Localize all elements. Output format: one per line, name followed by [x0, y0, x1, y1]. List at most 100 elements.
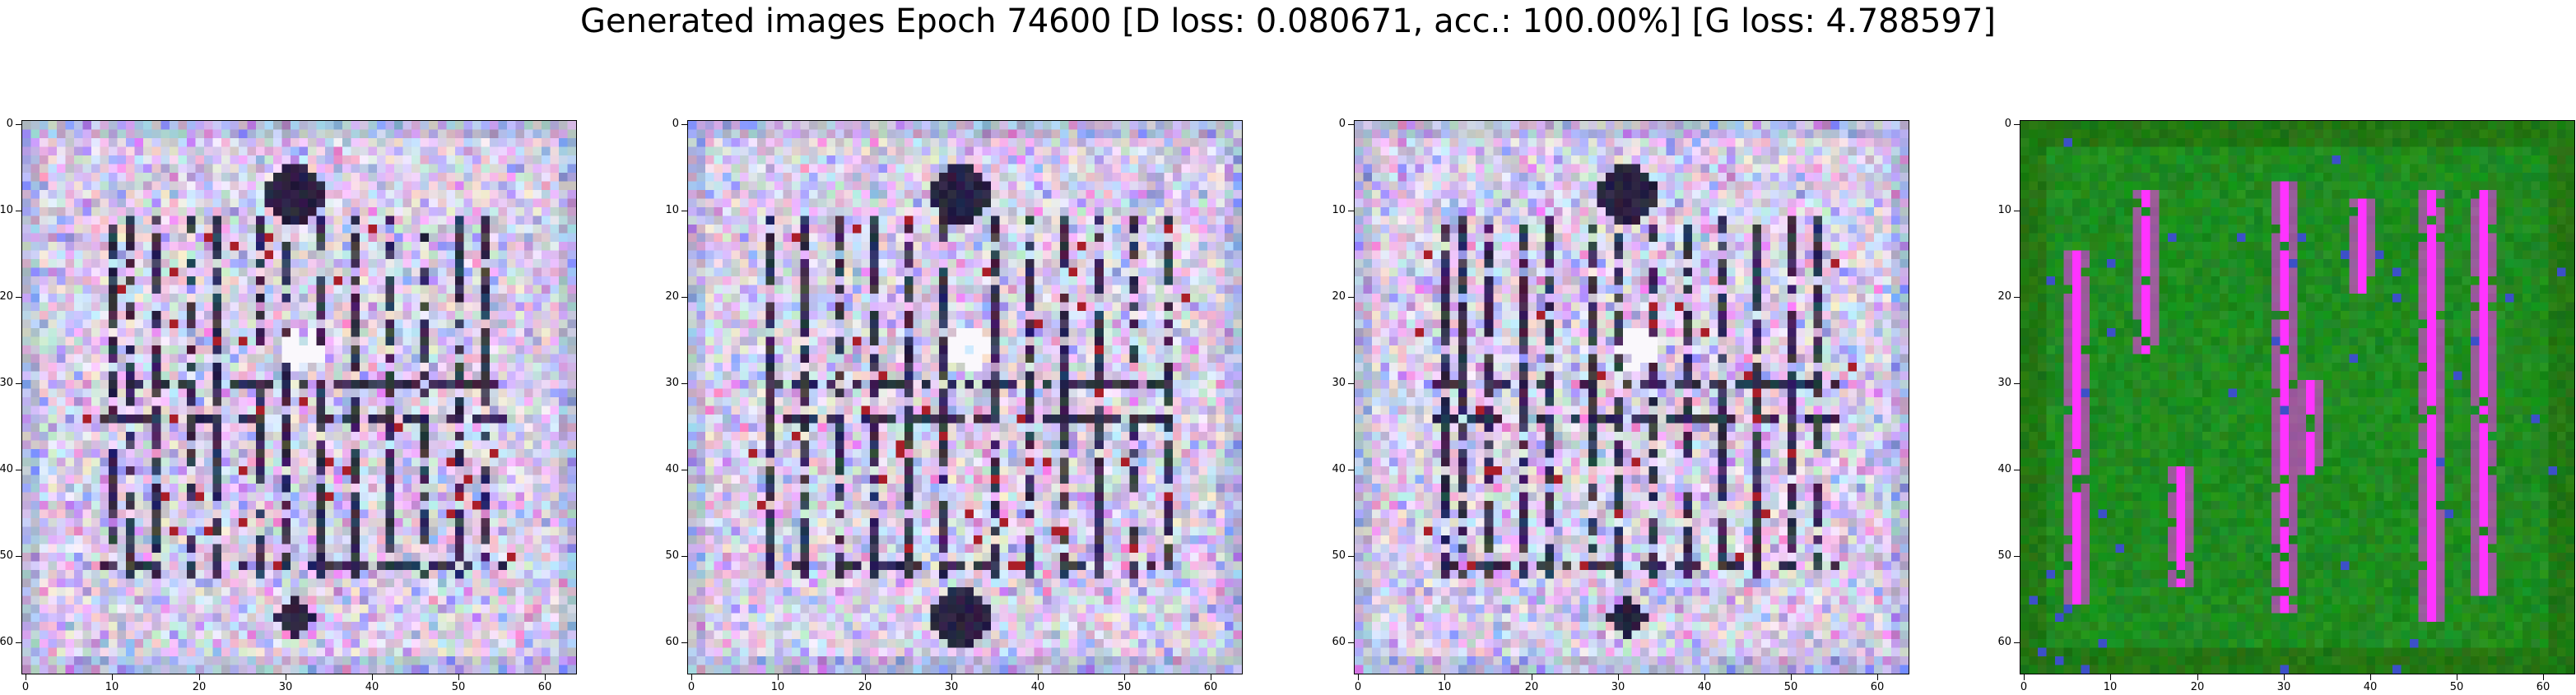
y-tick — [16, 556, 21, 557]
sample-panel-2: 0 10 20 30 40 50 60 0 10 20 30 40 50 60 — [665, 118, 1243, 693]
generated-image-1 — [21, 120, 577, 674]
x-tick — [2197, 674, 2198, 680]
x-tick — [1444, 674, 1445, 680]
x-tick-label: 60 — [1870, 681, 1885, 693]
y-tick-label: 50 — [1332, 549, 1346, 562]
x-tick-label: 50 — [451, 681, 466, 693]
x-tick-label: 30 — [944, 681, 959, 693]
y-tick-label: 0 — [672, 118, 679, 130]
x-tick — [545, 674, 546, 680]
x-tick — [1877, 674, 1878, 680]
x-tick-label: 20 — [2190, 681, 2205, 693]
y-tick — [681, 383, 687, 384]
y-tick — [681, 297, 687, 298]
x-tick — [458, 674, 459, 680]
generated-image-3 — [1354, 120, 1909, 674]
y-tick-label: 10 — [1332, 204, 1346, 216]
x-tick — [2110, 674, 2111, 680]
y-tick-label: 40 — [0, 463, 13, 475]
y-tick — [2014, 297, 2020, 298]
y-tick — [681, 124, 687, 125]
y-tick-label: 60 — [1332, 636, 1346, 648]
x-tick-label: 0 — [1354, 681, 1362, 693]
y-tick — [16, 297, 21, 298]
y-tick-label: 20 — [665, 290, 679, 303]
y-tick — [16, 642, 21, 643]
sample-panel-1: 0 10 20 30 40 50 60 0 10 20 30 40 50 60 — [0, 118, 577, 693]
y-tick-label: 30 — [1997, 377, 2011, 389]
y-tick — [2014, 383, 2020, 384]
figure-title: Generated images Epoch 74600 [D loss: 0.… — [579, 2, 1997, 40]
x-tick-label: 30 — [1611, 681, 1625, 693]
y-tick — [681, 556, 687, 557]
y-tick-label: 60 — [0, 636, 13, 648]
generated-image-4 — [2020, 120, 2575, 674]
y-tick — [2014, 124, 2020, 125]
x-tick — [112, 674, 113, 680]
y-tick — [1348, 556, 1354, 557]
x-tick-label: 10 — [1437, 681, 1452, 693]
x-tick — [1791, 674, 1792, 680]
x-tick-label: 10 — [770, 681, 785, 693]
y-tick — [16, 383, 21, 384]
x-tick-label: 10 — [105, 681, 119, 693]
y-tick — [16, 124, 21, 125]
y-tick — [2014, 556, 2020, 557]
x-tick-label: 40 — [1030, 681, 1045, 693]
y-tick — [681, 642, 687, 643]
x-tick — [778, 674, 779, 680]
y-tick-label: 30 — [665, 377, 679, 389]
y-tick-label: 10 — [665, 204, 679, 216]
x-tick — [2284, 674, 2285, 680]
y-tick-label: 50 — [665, 549, 679, 562]
x-tick — [2024, 674, 2025, 680]
y-tick-label: 30 — [1332, 377, 1346, 389]
y-tick — [2014, 642, 2020, 643]
x-tick-label: 50 — [1117, 681, 1132, 693]
x-tick — [1704, 674, 1705, 680]
y-tick-label: 40 — [1332, 463, 1346, 475]
x-tick — [199, 674, 200, 680]
x-tick-label: 0 — [687, 681, 695, 693]
x-tick-label: 40 — [2363, 681, 2378, 693]
x-tick — [1124, 674, 1125, 680]
x-tick — [2370, 674, 2371, 680]
x-tick-label: 20 — [858, 681, 872, 693]
y-tick-label: 40 — [1997, 463, 2011, 475]
x-tick-label: 10 — [2103, 681, 2118, 693]
y-tick-label: 10 — [1997, 204, 2011, 216]
y-tick-label: 10 — [0, 204, 13, 216]
x-tick — [1038, 674, 1039, 680]
x-tick — [951, 674, 952, 680]
y-tick-label: 50 — [1997, 549, 2011, 562]
y-tick-label: 0 — [2004, 118, 2011, 130]
x-tick — [865, 674, 866, 680]
y-tick-label: 30 — [0, 377, 13, 389]
sample-panel-3: 0 10 20 30 40 50 60 0 10 20 30 40 50 60 — [1332, 118, 1909, 693]
x-tick — [1358, 674, 1359, 680]
y-tick-label: 20 — [1332, 290, 1346, 303]
x-tick-label: 20 — [192, 681, 207, 693]
y-tick-label: 20 — [1997, 290, 2011, 303]
y-tick-label: 40 — [665, 463, 679, 475]
generated-image-2 — [687, 120, 1243, 674]
x-tick-label: 30 — [278, 681, 293, 693]
x-tick-label: 20 — [1524, 681, 1539, 693]
y-tick-label: 60 — [1997, 636, 2011, 648]
x-tick — [372, 674, 373, 680]
y-tick — [1348, 383, 1354, 384]
x-tick-label: 60 — [2536, 681, 2550, 693]
x-tick-label: 40 — [365, 681, 379, 693]
y-tick-label: 60 — [665, 636, 679, 648]
y-tick — [1348, 297, 1354, 298]
x-tick — [2543, 674, 2544, 680]
x-tick — [1618, 674, 1619, 680]
x-tick-label: 50 — [1783, 681, 1798, 693]
x-tick-label: 60 — [1203, 681, 1218, 693]
sample-panel-4: 0 10 20 30 40 50 60 0 10 20 30 40 50 60 — [1997, 118, 2575, 693]
y-tick-label: 20 — [0, 290, 13, 303]
y-tick-label: 50 — [0, 549, 13, 562]
x-tick-label: 60 — [537, 681, 552, 693]
y-tick-label: 0 — [6, 118, 13, 130]
x-tick-label: 50 — [2449, 681, 2464, 693]
